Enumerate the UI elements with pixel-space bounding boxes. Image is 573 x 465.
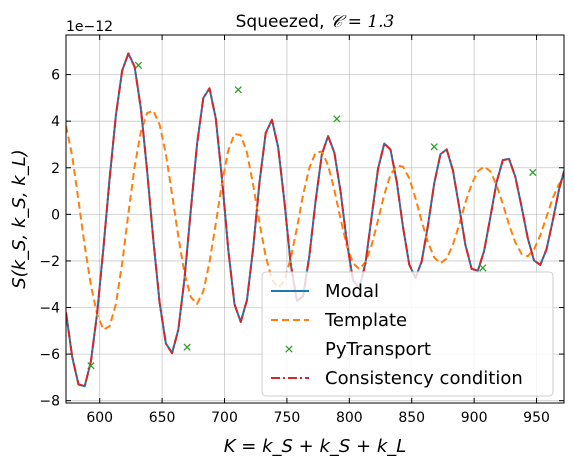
y-tick-label: −2: [39, 254, 60, 270]
legend-label: Template: [324, 310, 407, 331]
x-tick-label: 650: [149, 410, 176, 426]
y-offset-text: 1e−12: [66, 19, 113, 35]
series-template: [66, 109, 564, 331]
legend-label: Consistency condition: [325, 368, 523, 389]
x-tick-label: 700: [211, 410, 238, 426]
data-point-pytransport: [479, 264, 487, 272]
legend-frame: [261, 271, 554, 397]
legend-label: PyTransport: [325, 339, 431, 360]
chart-title: Squeezed, 𝒞 = 1.3: [236, 12, 395, 32]
x-axis-label: K = k_S + k_S + k_L: [224, 436, 407, 457]
x-tick-label: 600: [86, 410, 113, 426]
y-tick-label: −8: [39, 394, 60, 410]
legend-entry-template: Template: [271, 310, 407, 331]
legend-marker: [285, 345, 293, 353]
x-tick-label: 900: [461, 410, 488, 426]
series-line-template: [66, 109, 564, 331]
axis-ticks: 600 650 700 750 800 850 900 950 −8 −6 −4 −2 0 2 4 6: [39, 35, 564, 426]
y-tick-label: 0: [51, 207, 60, 223]
plot-frame: [65, 34, 565, 404]
y-tick-label: 6: [51, 68, 60, 84]
legend-label: Modal: [325, 281, 379, 302]
data-point-pytransport: [183, 343, 191, 351]
data-point-pytransport: [529, 168, 537, 177]
x-tick-label: 750: [274, 410, 301, 426]
y-tick-label: −4: [39, 301, 60, 317]
legend-entry-pytransport: PyTransport: [285, 339, 431, 360]
series-consistency-condition: [66, 52, 564, 388]
y-tick-label: 4: [51, 114, 60, 130]
data-point-pytransport: [234, 86, 242, 94]
legend-entry-consistency-condition: Consistency condition: [271, 368, 523, 389]
y-tick-label: 2: [51, 161, 60, 177]
data-point-pytransport: [333, 115, 341, 123]
y-axis-label: S(k_S, k_S, k_L): [9, 149, 30, 289]
legend-entry-modal: Modal: [271, 281, 379, 302]
chart-title-text: Squeezed,: [236, 12, 330, 32]
chart-title-math: 𝒞 = 1.3: [330, 12, 394, 32]
legend: Modal Template PyTransport Consistency cond…: [261, 271, 554, 397]
data-point-pytransport: [134, 61, 143, 69]
x-tick-label: 800: [336, 410, 363, 426]
series-lines: [66, 52, 564, 388]
data-point-pytransport: [430, 143, 438, 151]
y-tick-label: −6: [39, 347, 60, 363]
series-line-consistency-condition: [66, 52, 564, 388]
x-tick-label: 850: [398, 410, 425, 426]
x-tick-label: 950: [523, 410, 550, 426]
